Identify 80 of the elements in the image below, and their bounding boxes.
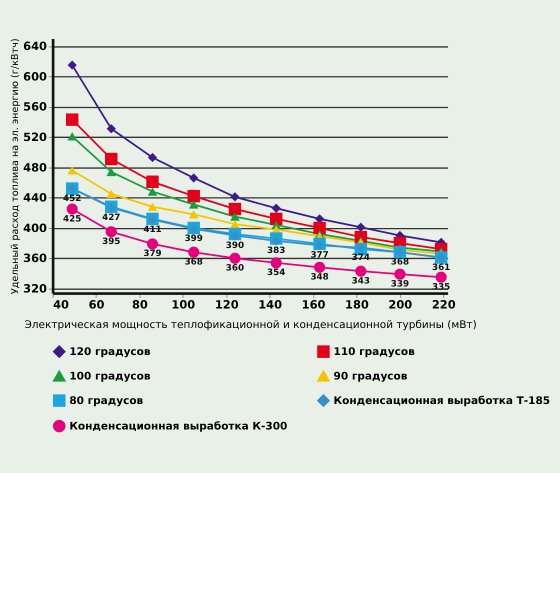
point — [146, 238, 158, 250]
x-tick-label: 120 — [214, 297, 239, 312]
x-tick-label: 80 — [132, 297, 148, 312]
y-tick-label: 400 — [23, 220, 48, 235]
data-label: 390 — [226, 240, 244, 251]
x-tick-label: 200 — [388, 297, 412, 312]
x-tick-label: 180 — [345, 297, 369, 312]
y-tick-label: 440 — [23, 190, 48, 205]
x-tick-label: 40 — [53, 297, 70, 312]
y-tick-label: 600 — [23, 69, 48, 84]
point — [188, 200, 199, 209]
point — [314, 262, 326, 273]
y-tick-label: 320 — [23, 282, 48, 296]
y-axis-title: Удельный расход топлива на эл. энергию (г/кВтч) — [10, 38, 21, 294]
data-label: 368 — [184, 257, 203, 268]
point — [66, 203, 78, 215]
legend-label: 110 градусов — [334, 346, 416, 358]
point — [230, 230, 240, 240]
data-label: 343 — [352, 276, 370, 286]
point — [105, 152, 118, 166]
point — [106, 168, 116, 176]
point — [67, 132, 78, 140]
point — [355, 266, 366, 277]
data-label: 383 — [267, 246, 286, 256]
x-tick-label: 160 — [302, 297, 326, 312]
point — [148, 152, 158, 162]
point — [230, 212, 240, 221]
point — [436, 272, 447, 283]
point — [67, 166, 78, 175]
point — [230, 220, 240, 228]
y-tick-label: 520 — [23, 130, 48, 144]
data-label: 427 — [102, 212, 120, 223]
data-label: 425 — [63, 214, 82, 224]
point — [148, 202, 158, 211]
data-label: 354 — [267, 268, 286, 278]
legend-label: 80 градусов — [69, 395, 144, 408]
x-tick-label: 220 — [432, 297, 456, 312]
y-tick-label: 480 — [23, 160, 48, 174]
point — [270, 212, 282, 226]
point — [356, 222, 366, 232]
legend-label: 100 градусов — [69, 370, 151, 383]
legend-label: Конденсационная выработка Т-185 — [334, 395, 550, 408]
legend-label: 120 градусов — [69, 346, 151, 358]
data-label: 377 — [310, 250, 329, 261]
data-label: 361 — [432, 262, 450, 273]
point — [188, 210, 199, 218]
point — [68, 60, 77, 70]
point — [146, 176, 159, 188]
x-tick-label: 100 — [171, 297, 196, 312]
point — [66, 113, 78, 126]
data-label: 339 — [390, 279, 410, 290]
x-axis-title: Электрическая мощность теплофикационной и конденсационной турбины (мВт) — [24, 318, 477, 331]
point — [313, 222, 326, 234]
point — [189, 173, 198, 183]
x-tick-label: 140 — [258, 297, 282, 312]
point — [230, 192, 240, 202]
y-tick-label: 360 — [23, 251, 48, 266]
data-label: 379 — [143, 249, 162, 260]
legend-label: Конденсационная выработка К-300 — [69, 420, 288, 433]
data-label: 348 — [310, 272, 329, 283]
point — [188, 190, 200, 202]
data-label: 399 — [184, 234, 203, 244]
point — [272, 204, 281, 213]
legend-label: 90 градусов — [334, 370, 408, 383]
point — [148, 187, 158, 196]
point — [270, 257, 282, 268]
point — [148, 215, 158, 224]
point — [228, 202, 242, 216]
point — [229, 252, 241, 264]
data-label: 360 — [226, 264, 244, 274]
data-label: 395 — [102, 237, 120, 248]
point — [106, 190, 116, 198]
point — [106, 226, 117, 238]
point — [106, 124, 116, 134]
y-tick-label: 560 — [23, 100, 48, 114]
x-tick-label: 60 — [88, 297, 105, 312]
point — [394, 268, 406, 280]
data-label: 368 — [390, 257, 410, 268]
point — [188, 246, 200, 258]
y-tick-label: 640 — [23, 39, 48, 54]
